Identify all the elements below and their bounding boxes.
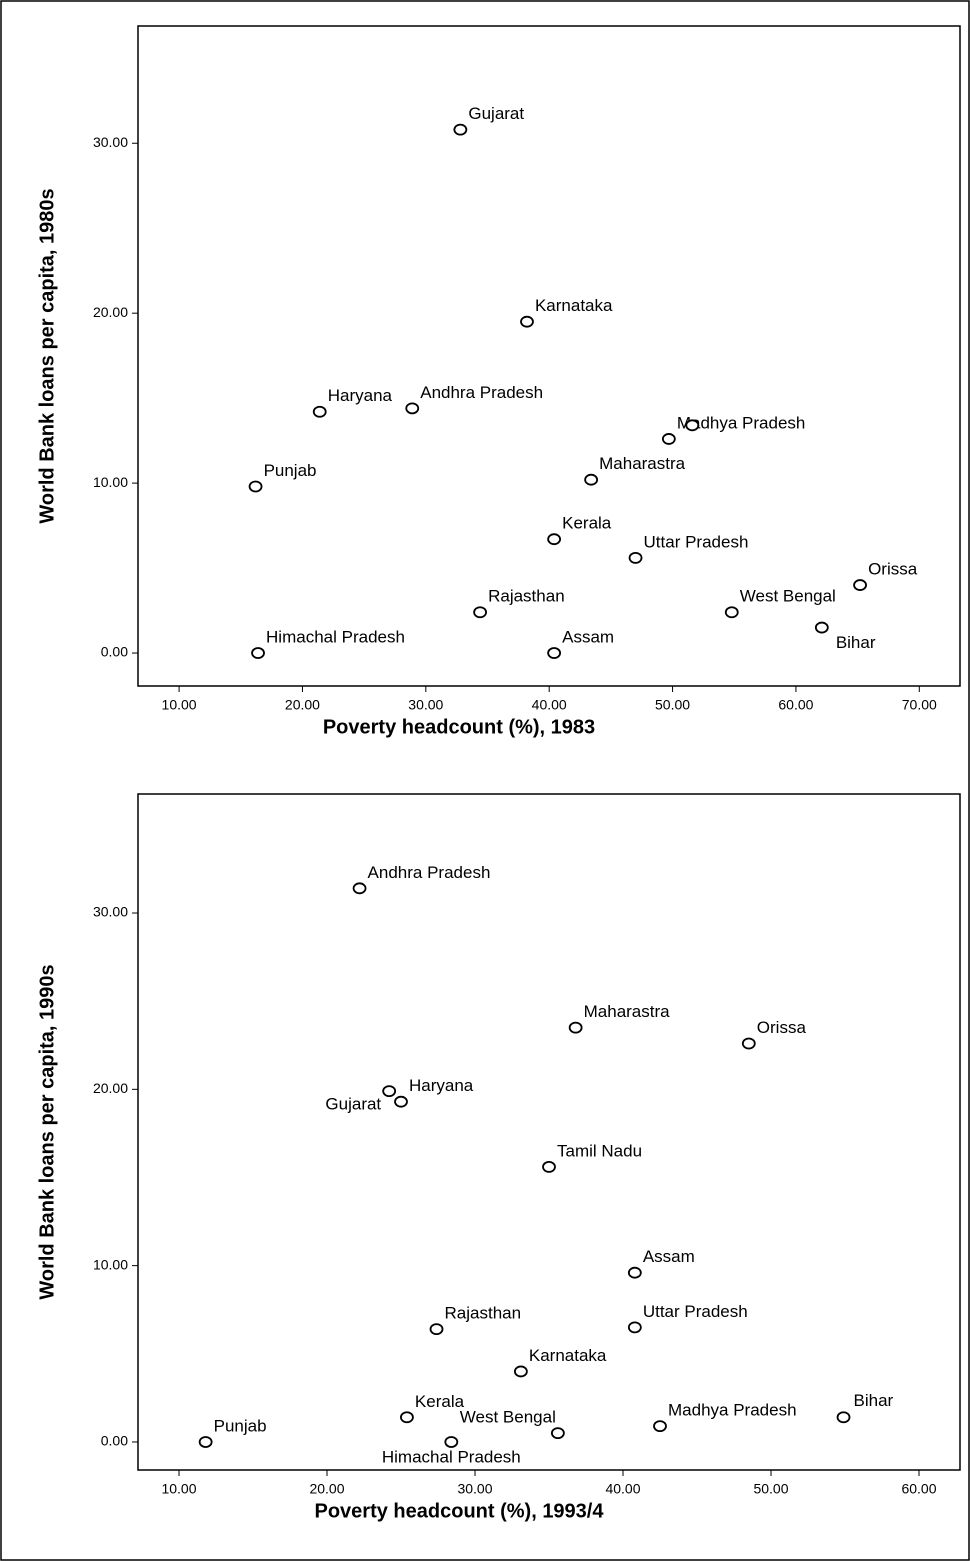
point-label: West Bengal: [460, 1408, 556, 1427]
x-tick-label: 50.00: [753, 1481, 788, 1497]
y-tick-label: 10.00: [93, 1256, 128, 1272]
y-tick-label: 0.00: [101, 1433, 128, 1449]
x-axis-title: Poverty headcount (%), 1993/4: [315, 1500, 605, 1522]
x-tick-label: 10.00: [161, 1481, 196, 1497]
y-tick-label: 20.00: [93, 304, 128, 320]
point-label: Haryana: [409, 1076, 474, 1095]
point-label: Uttar Pradesh: [643, 1302, 748, 1321]
x-tick-label: 70.00: [902, 697, 937, 713]
point-label: Punjab: [214, 1416, 267, 1435]
data-point: [513, 1365, 528, 1378]
data-point: [312, 405, 327, 418]
data-point: [814, 621, 829, 634]
point-label: Gujarat: [325, 1095, 381, 1114]
point-label: Kerala: [562, 514, 612, 533]
data-point: [400, 1411, 414, 1424]
y-tick-label: 20.00: [93, 1080, 128, 1096]
data-point: [198, 1436, 213, 1448]
data-point: [547, 647, 562, 659]
data-point: [568, 1021, 583, 1034]
data-point: [661, 433, 676, 445]
point-label: Kerala: [415, 1392, 465, 1411]
data-point: [453, 123, 468, 136]
point-label: Madhya Pradesh: [668, 1401, 797, 1420]
y-axis-title: World Bank loans per capita, 1990s: [36, 964, 58, 1299]
point-label: Karnataka: [529, 1346, 607, 1365]
data-point: [444, 1436, 459, 1448]
x-tick-label: 30.00: [408, 697, 443, 713]
data-point: [405, 402, 420, 415]
point-label: Orissa: [757, 1018, 807, 1037]
data-point: [724, 606, 739, 619]
data-point: [248, 480, 263, 493]
point-label: Andhra Pradesh: [420, 383, 543, 402]
data-point: [584, 473, 599, 486]
point-label: Haryana: [328, 386, 393, 405]
point-label: Karnataka: [535, 296, 613, 315]
point-label: Bihar: [836, 633, 876, 652]
point-label: Bihar: [854, 1391, 894, 1410]
x-tick-label: 40.00: [532, 697, 567, 713]
point-label: Andhra Pradesh: [368, 863, 491, 882]
data-point: [547, 533, 562, 546]
data-point: [520, 315, 534, 328]
y-tick-label: 10.00: [93, 474, 128, 490]
point-label: Rajasthan: [488, 587, 565, 606]
point-label: Himachal Pradesh: [266, 628, 405, 647]
y-tick-label: 30.00: [93, 134, 128, 150]
data-point: [542, 1161, 556, 1173]
point-label: Rajasthan: [445, 1304, 522, 1323]
point-label: Himachal Pradesh: [382, 1447, 521, 1466]
data-point: [429, 1323, 444, 1336]
point-label: Orissa: [868, 560, 918, 579]
data-point: [741, 1037, 756, 1050]
x-tick-label: 10.00: [162, 697, 197, 713]
y-axis-title: World Bank loans per capita, 1980s: [36, 188, 58, 523]
x-tick-label: 50.00: [655, 697, 690, 713]
point-label: West Bengal: [740, 587, 836, 606]
point-label: Punjab: [264, 461, 317, 480]
data-point: [352, 882, 367, 895]
data-point: [627, 1321, 642, 1334]
data-point: [394, 1095, 408, 1108]
data-point: [628, 551, 643, 564]
data-point: [473, 606, 487, 619]
x-tick-label: 30.00: [457, 1481, 492, 1497]
x-tick-label: 20.00: [309, 1481, 344, 1497]
data-point: [627, 1266, 642, 1279]
x-axis-title: Poverty headcount (%), 1983: [323, 716, 595, 738]
x-tick-label: 20.00: [285, 697, 320, 713]
data-point: [685, 419, 700, 432]
y-tick-label: 0.00: [101, 644, 128, 660]
point-label: Gujarat: [468, 104, 524, 123]
plot-frame: [137, 793, 961, 1471]
data-point: [382, 1085, 397, 1097]
point-label: Uttar Pradesh: [644, 532, 749, 551]
point-label: Maharastra: [584, 1002, 671, 1021]
point-label: Maharastra: [599, 454, 686, 473]
x-tick-label: 60.00: [901, 1481, 936, 1497]
data-point: [653, 1420, 667, 1432]
data-point: [836, 1411, 851, 1424]
y-tick-label: 30.00: [93, 904, 128, 920]
point-label: Assam: [562, 628, 614, 647]
point-label: Madhya Pradesh: [677, 413, 806, 432]
point-label: Assam: [643, 1247, 695, 1266]
data-point: [251, 647, 265, 659]
point-label: Tamil Nadu: [557, 1141, 642, 1160]
x-tick-label: 40.00: [605, 1481, 640, 1497]
x-tick-label: 60.00: [778, 697, 813, 713]
data-point: [853, 579, 867, 591]
data-point: [550, 1427, 565, 1440]
